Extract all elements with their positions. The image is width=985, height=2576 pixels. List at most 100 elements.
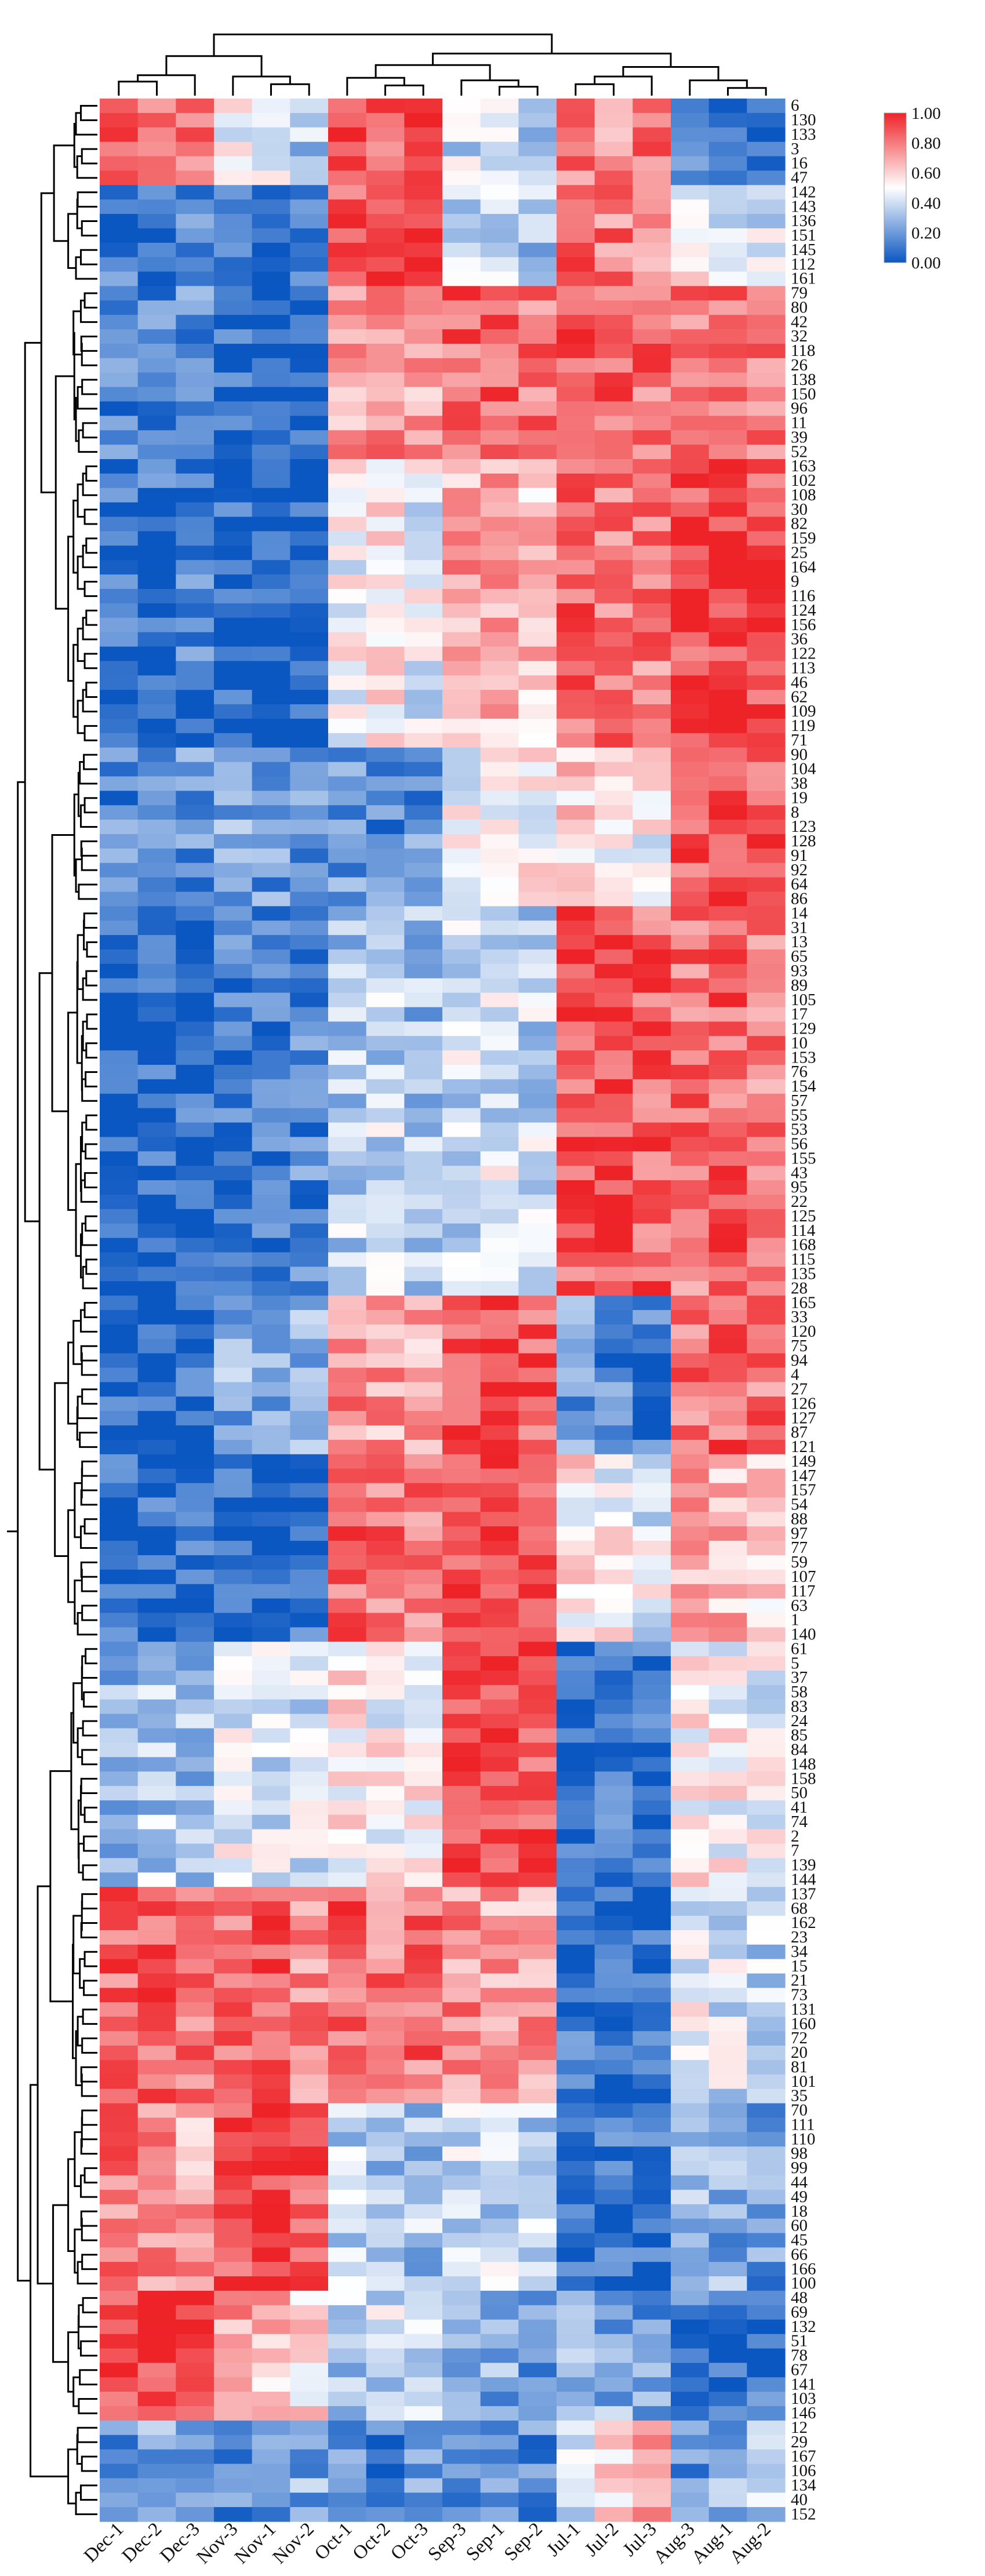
row-label: 145: [791, 241, 816, 259]
heatmap-cell: [366, 949, 405, 965]
row-label: 98: [791, 2144, 808, 2163]
heatmap-cell: [328, 1569, 367, 1585]
column-label: Sep-2: [500, 2519, 547, 2565]
heatmap-cell: [214, 516, 253, 532]
heatmap-cell: [671, 2464, 710, 2479]
heatmap-cell: [442, 1036, 481, 1051]
heatmap-cell: [252, 877, 290, 893]
heatmap-cell: [442, 1858, 481, 1873]
row-label: 70: [791, 2101, 808, 2120]
heatmap-cell: [708, 1959, 747, 1974]
heatmap-cell: [518, 1166, 557, 1181]
heatmap-cell: [100, 2290, 139, 2306]
heatmap-cell: [176, 487, 215, 503]
heatmap-cell: [594, 574, 633, 590]
heatmap-cell: [671, 214, 710, 229]
heatmap-cell: [366, 646, 405, 661]
heatmap-cell: [708, 1425, 747, 1440]
dendrogram-branch: [213, 33, 553, 56]
dendrogram-branch: [86, 1013, 97, 1030]
heatmap-cell: [442, 1671, 481, 1686]
heatmap-cell: [214, 1353, 253, 1369]
heatmap-cell: [594, 1338, 633, 1354]
heatmap-cell: [442, 2435, 481, 2450]
heatmap-cell: [214, 2175, 253, 2191]
heatmap-cell: [252, 776, 290, 791]
heatmap-cell: [404, 343, 443, 359]
dendrogram-branch: [85, 682, 97, 698]
heatmap-cell: [480, 1728, 519, 1744]
heatmap-cell: [708, 834, 747, 849]
heatmap-cell: [100, 2262, 139, 2277]
heatmap-cell: [442, 2392, 481, 2407]
heatmap-cell: [708, 1108, 747, 1123]
heatmap-cell: [366, 603, 405, 618]
heatmap-cell: [366, 1367, 405, 1382]
heatmap-cell: [404, 1613, 443, 1628]
heatmap-cell: [100, 747, 139, 763]
heatmap-cell: [100, 1093, 139, 1109]
heatmap-cell: [594, 545, 633, 561]
heatmap-cell: [747, 242, 786, 258]
heatmap-cell: [671, 1901, 710, 1916]
heatmap-cell: [518, 2017, 557, 2032]
heatmap-cell: [100, 1324, 139, 1340]
heatmap-cell: [252, 733, 290, 748]
heatmap-cell: [328, 473, 367, 489]
heatmap-cell: [557, 1742, 595, 1758]
dendrogram-branch: [85, 1143, 97, 1160]
heatmap-cell: [328, 502, 367, 518]
row-label: 86: [791, 890, 808, 908]
heatmap-cell: [557, 820, 595, 835]
heatmap-cell: [671, 1252, 710, 1267]
heatmap-cell: [708, 906, 747, 921]
heatmap-cell: [214, 661, 253, 676]
heatmap-cell: [708, 2233, 747, 2248]
heatmap-cell: [557, 1296, 595, 1311]
heatmap-cell: [290, 2189, 329, 2205]
heatmap-cell: [442, 1021, 481, 1036]
heatmap-cell: [480, 1310, 519, 1325]
heatmap-cell: [404, 1973, 443, 1988]
heatmap-cell: [328, 445, 367, 460]
heatmap-cell: [747, 2218, 786, 2233]
heatmap-cell: [137, 228, 176, 243]
heatmap-cell: [557, 1454, 595, 1469]
heatmap-cell: [366, 2017, 405, 2032]
heatmap-cell: [137, 416, 176, 431]
heatmap-cell: [480, 242, 519, 258]
heatmap-cell: [708, 1786, 747, 1801]
heatmap-cell: [328, 1411, 367, 1426]
heatmap-cell: [252, 2377, 290, 2392]
heatmap-cell: [518, 1252, 557, 1267]
heatmap-cell: [671, 747, 710, 763]
heatmap-cell: [176, 2060, 215, 2075]
heatmap-cell: [100, 906, 139, 921]
heatmap-cell: [290, 228, 329, 243]
heatmap-cell: [633, 617, 671, 633]
heatmap-cell: [633, 560, 671, 575]
heatmap-cell: [518, 99, 557, 114]
heatmap-cell: [633, 2334, 671, 2349]
heatmap-cell: [176, 445, 215, 460]
heatmap-cell: [214, 704, 253, 719]
heatmap-cell: [100, 920, 139, 936]
heatmap-cell: [442, 2017, 481, 2032]
heatmap-cell: [594, 2233, 633, 2248]
heatmap-cell: [404, 242, 443, 258]
heatmap-cell: [290, 257, 329, 272]
row-label: 40: [791, 2490, 808, 2509]
heatmap-cell: [176, 1367, 215, 1382]
heatmap-cell: [214, 2276, 253, 2291]
heatmap-cell: [328, 906, 367, 921]
heatmap-cell: [480, 401, 519, 416]
column-label: Dec-2: [118, 2519, 166, 2566]
heatmap-cell: [290, 1512, 329, 1527]
heatmap-cell: [366, 1151, 405, 1166]
heatmap-cell: [100, 2276, 139, 2291]
heatmap-cell: [671, 2117, 710, 2133]
heatmap-cell: [708, 329, 747, 344]
heatmap-cell: [557, 430, 595, 445]
heatmap-cell: [137, 2247, 176, 2262]
heatmap-cell: [366, 2074, 405, 2090]
